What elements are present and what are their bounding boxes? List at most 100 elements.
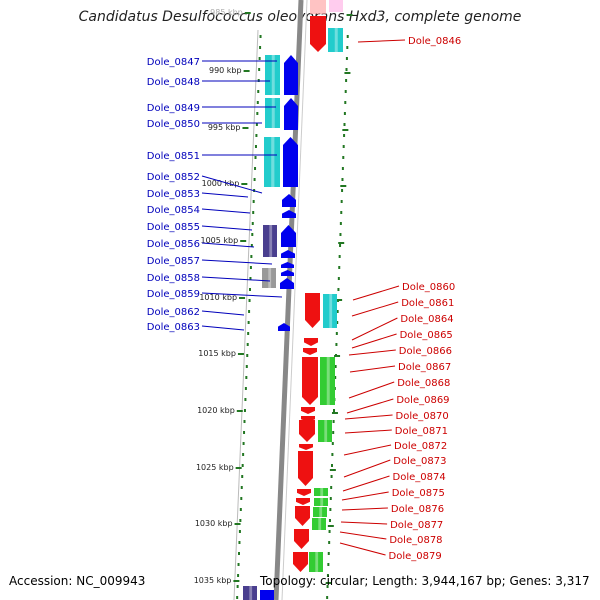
left-dotted-guide [249,288,251,291]
label-leader-line [351,301,399,317]
left-dotted-guide [239,519,242,522]
left-dotted-guide [250,255,253,258]
label-leader-line [346,398,394,414]
left-dotted-guide [246,343,249,346]
gene-arrow-red [293,552,308,572]
left-dotted-guide [248,310,251,313]
gene-arrow-blue [260,590,274,600]
right-dotted-guide [341,178,344,181]
label-leader-line [201,259,273,265]
gene-arrow-blue [284,98,298,130]
gene-label-dole-0846: Dole_0846 [408,36,461,47]
label-leader-line [344,429,392,434]
kbp-tick-mark [244,12,251,14]
right-tick-mark [344,72,351,74]
kbp-tick-mark [236,410,243,412]
right-dotted-guide [339,233,342,236]
gene-label-dole-0847: Dole_0847 [147,57,200,68]
label-leader-line [201,208,251,214]
kbp-tick-mark [235,467,242,469]
gene-label-dole-0856: Dole_0856 [147,239,200,250]
right-dotted-guide [337,288,340,291]
right-dotted-guide [327,563,330,566]
label-leader-line [201,242,255,248]
right-dotted-guide [338,255,341,258]
gene-box-cyan [265,55,280,95]
gene-box-green-shine [318,518,322,530]
right-dotted-guide [336,310,339,313]
label-leader-line [343,459,391,478]
label-leader-line [201,192,249,198]
gene-arrow-red [299,444,313,450]
kbp-tick-label: 1015 kbp [198,349,236,358]
left-dotted-guide [244,387,247,390]
gene-label-dole-0852: Dole_0852 [147,172,200,183]
genome-backbone [273,0,304,600]
gene-arrow-blue [282,194,296,207]
kbp-tick-mark [240,240,247,242]
right-dotted-guide [345,68,348,71]
gene-label-dole-0876: Dole_0876 [391,504,444,515]
right-dotted-guide [340,200,343,203]
gene-arrow-red [299,420,315,442]
left-dotted-guide [243,409,246,412]
left-dotted-guide [241,464,244,467]
right-dotted-guide [341,167,344,170]
left-dotted-guide [256,101,259,104]
kbp-tick-mark [237,353,244,355]
left-dotted-guide [236,585,239,588]
label-leader-line [201,310,245,316]
kbp-tick-label: 1010 kbp [199,293,237,302]
left-dotted-guide [247,332,250,335]
kbp-tick-label: 995 kbp [208,123,241,132]
left-dotted-guide [252,211,255,214]
gene-label-dole-0854: Dole_0854 [147,205,200,216]
gene-box-green-shine [320,498,324,506]
left-dotted-guide [240,486,243,489]
left-dotted-guide [245,376,248,379]
gene-faded-pink [329,0,343,12]
kbp-tick-label: 990 kbp [209,66,242,75]
right-tick-mark [327,525,334,527]
gene-label-dole-0848: Dole_0848 [147,77,200,88]
kbp-tick-mark [239,297,246,299]
gene-box-green-shine [326,357,330,405]
right-dotted-guide [342,156,345,159]
right-dotted-guide [328,530,331,533]
left-dotted-guide [244,398,247,401]
left-dotted-guide [257,90,260,93]
left-dotted-guide [254,156,257,159]
gene-label-dole-0871: Dole_0871 [395,426,448,437]
gene-box-purple-shine [269,225,273,257]
inner-left-rail [233,29,259,600]
gene-box-green [312,518,326,530]
gene-arrow-blue [282,210,296,218]
right-dotted-guide [331,453,334,456]
label-leader-line [201,292,283,298]
gene-arrow-blue [283,137,298,187]
left-dotted-guide [245,365,248,368]
gene-box-green [313,507,327,517]
gene-arrow-blue [281,225,296,247]
left-dotted-guide [240,497,243,500]
left-dotted-guide [250,244,253,247]
label-leader-line [344,414,393,420]
gene-box-green-shine [324,420,328,442]
right-dotted-guide [330,464,333,467]
accession-text: Accession: NC_009943 [9,574,146,588]
left-dotted-guide [256,112,259,115]
label-leader-line [351,333,397,349]
label-leader-line [351,317,398,341]
right-dotted-guide [346,46,349,49]
left-dotted-guide [242,442,245,445]
right-tick-mark [325,582,332,584]
gene-label-dole-0850: Dole_0850 [147,119,200,130]
right-dotted-guide [337,277,340,280]
gene-label-dole-0865: Dole_0865 [400,330,453,341]
right-dotted-guide [330,475,333,478]
gene-faded-red [310,0,326,14]
left-dotted-guide [242,453,245,456]
gene-arrow-red [294,529,309,549]
right-tick-mark [340,185,347,187]
